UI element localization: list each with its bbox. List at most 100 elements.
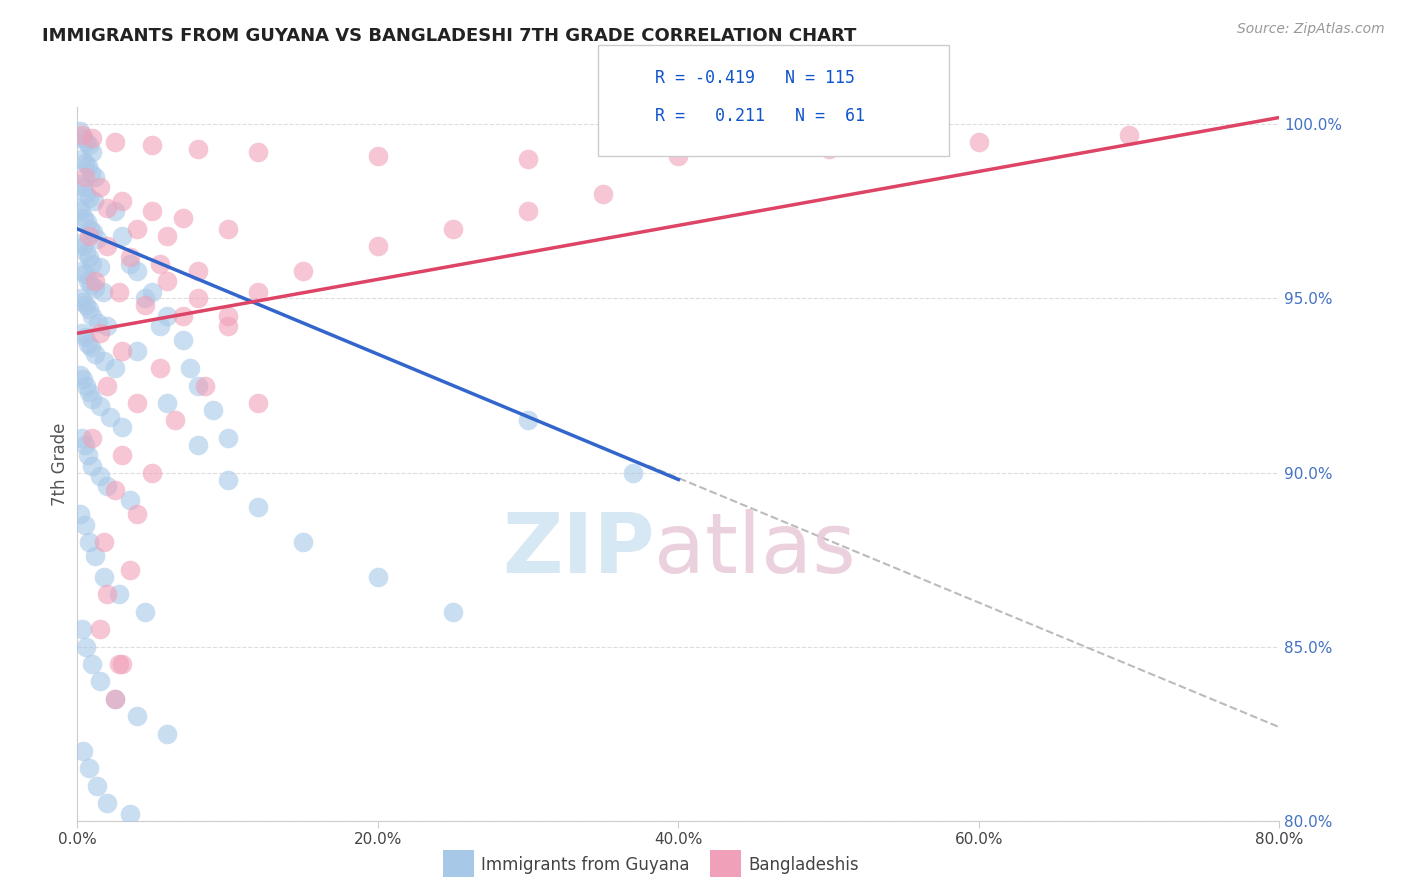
Point [79, 138, 101, 153]
Point [118, 563, 141, 577]
Point [93, 535, 115, 549]
Point [76, 274, 98, 288]
Point [201, 403, 224, 417]
Point [76, 448, 98, 462]
Point [84, 274, 107, 288]
Point [69, 292, 91, 306]
Point [367, 239, 389, 253]
Point [172, 309, 194, 323]
Point [89, 400, 111, 414]
Point [82, 458, 104, 473]
Point [83, 194, 105, 208]
Point [291, 263, 314, 277]
Point [194, 378, 217, 392]
Point [172, 333, 194, 347]
Point [75, 187, 97, 202]
Point [82, 225, 104, 239]
Point [127, 396, 149, 410]
Point [246, 396, 269, 410]
Text: Source: ZipAtlas.com: Source: ZipAtlas.com [1237, 22, 1385, 37]
Point [70, 622, 93, 636]
Point [72, 295, 94, 310]
Point [127, 343, 149, 358]
Point [84, 281, 107, 295]
Point [79, 222, 101, 236]
Point [89, 180, 111, 194]
Point [149, 257, 172, 271]
Point [592, 187, 614, 202]
Point [104, 135, 127, 149]
Point [84, 347, 107, 361]
Point [104, 361, 127, 376]
Point [118, 257, 141, 271]
Point [73, 330, 96, 344]
Point [72, 371, 94, 385]
Text: R =   0.211   N =  61: R = 0.211 N = 61 [655, 107, 865, 125]
Point [93, 570, 115, 584]
Point [156, 309, 179, 323]
Point [149, 319, 172, 334]
Point [89, 622, 111, 636]
Text: R = -0.419   N = 115: R = -0.419 N = 115 [655, 69, 855, 87]
Point [111, 448, 134, 462]
Point [69, 177, 91, 191]
Point [86, 232, 108, 246]
Point [84, 549, 107, 563]
Point [108, 285, 131, 299]
Point [118, 250, 141, 264]
Point [111, 343, 134, 358]
Point [70, 128, 93, 142]
Point [96, 378, 118, 392]
Point [79, 250, 101, 264]
Text: IMMIGRANTS FROM GUYANA VS BANGLADESHI 7TH GRADE CORRELATION CHART: IMMIGRANTS FROM GUYANA VS BANGLADESHI 7T… [42, 27, 856, 45]
Point [163, 413, 186, 427]
Point [77, 190, 100, 204]
Point [104, 483, 127, 497]
Point [82, 309, 104, 323]
Point [187, 142, 209, 156]
Point [91, 285, 114, 299]
Point [156, 228, 179, 243]
Point [72, 180, 94, 194]
Text: ZIP: ZIP [502, 509, 654, 590]
Point [76, 215, 98, 229]
Point [70, 431, 93, 445]
Point [72, 744, 94, 758]
Point [100, 409, 122, 424]
Point [517, 204, 540, 219]
Point [141, 285, 163, 299]
Point [127, 263, 149, 277]
Point [118, 493, 141, 508]
Point [75, 378, 97, 392]
Point [72, 239, 94, 253]
Point [89, 469, 111, 483]
Point [111, 228, 134, 243]
Point [87, 316, 110, 330]
Point [246, 500, 269, 515]
Point [156, 396, 179, 410]
Point [96, 796, 118, 810]
Point [75, 246, 97, 260]
Point [73, 155, 96, 169]
Point [69, 508, 91, 522]
Point [517, 413, 540, 427]
Point [217, 473, 239, 487]
Point [73, 169, 96, 184]
Point [79, 228, 101, 243]
Point [217, 309, 239, 323]
Point [70, 263, 93, 277]
Point [108, 657, 131, 671]
Point [111, 657, 134, 671]
Point [89, 674, 111, 689]
Point [80, 277, 103, 292]
Point [89, 260, 111, 275]
Text: atlas: atlas [654, 509, 856, 590]
Point [217, 222, 239, 236]
Point [80, 166, 103, 180]
Point [134, 605, 156, 619]
Point [118, 806, 141, 821]
Point [156, 274, 179, 288]
Point [82, 392, 104, 407]
Point [96, 319, 118, 334]
Point [127, 222, 149, 236]
